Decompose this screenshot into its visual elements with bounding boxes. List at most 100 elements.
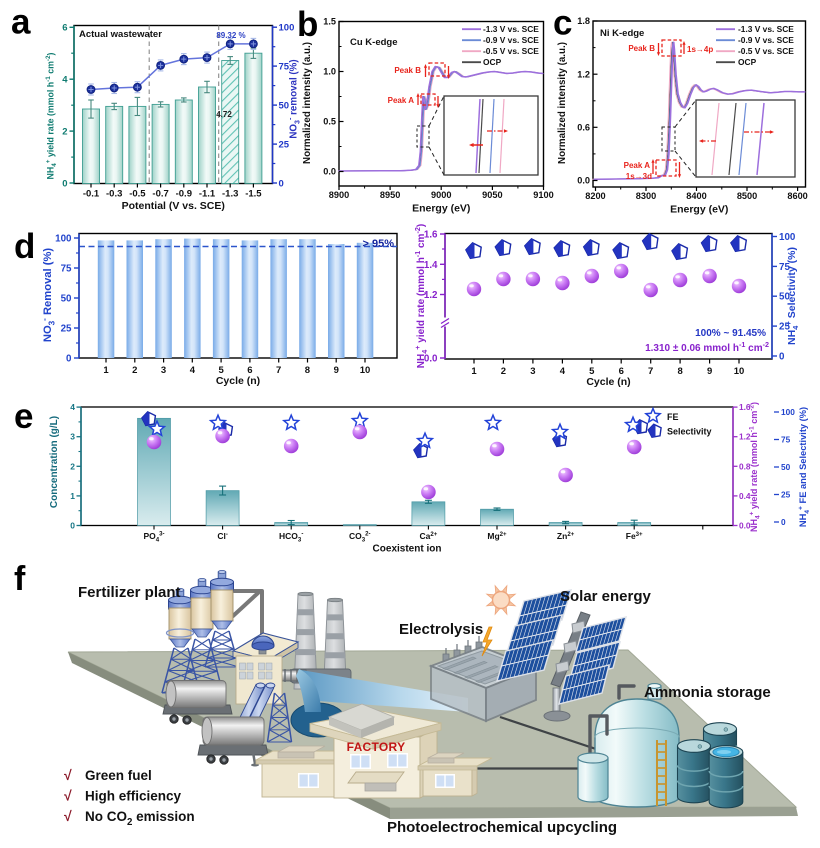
svg-text:-1.3 V vs. SCE: -1.3 V vs. SCE (738, 24, 794, 34)
svg-text:Fe3+: Fe3+ (626, 531, 643, 541)
svg-text:25: 25 (279, 139, 290, 150)
svg-text:1.2: 1.2 (739, 432, 751, 442)
svg-text:8200: 8200 (585, 191, 605, 201)
svg-text:4.72: 4.72 (216, 110, 232, 119)
svg-text:2: 2 (70, 461, 75, 471)
svg-text:0: 0 (70, 521, 75, 531)
svg-text:-0.9 V vs. SCE: -0.9 V vs. SCE (483, 35, 539, 45)
svg-text:Coexistent ion: Coexistent ion (373, 544, 442, 555)
svg-text:50: 50 (781, 462, 791, 472)
svg-text:9000: 9000 (431, 190, 451, 200)
svg-text:4: 4 (190, 365, 196, 376)
svg-text:√: √ (64, 808, 72, 824)
svg-text:9: 9 (334, 365, 339, 376)
svg-text:100: 100 (55, 234, 72, 245)
svg-text:1.2: 1.2 (424, 290, 438, 301)
svg-text:10: 10 (360, 365, 371, 376)
svg-text:Photoelectrochemical upcycling: Photoelectrochemical upcycling (387, 819, 617, 836)
svg-text:Zn2+: Zn2+ (557, 531, 575, 541)
svg-text:8950: 8950 (380, 190, 400, 200)
svg-text:Selectivity: Selectivity (667, 427, 712, 437)
svg-text:OCP: OCP (483, 57, 502, 67)
svg-text:1.6: 1.6 (424, 230, 438, 241)
svg-text:Cycle (n): Cycle (n) (586, 376, 630, 388)
svg-text:-0.1: -0.1 (83, 189, 100, 200)
svg-text:-0.5 V vs. SCE: -0.5 V vs. SCE (738, 46, 794, 56)
svg-text:-1.3: -1.3 (222, 189, 238, 200)
svg-text:NH4+ Selectivity (%): NH4+ Selectivity (%) (784, 247, 800, 345)
svg-text:1.8: 1.8 (577, 16, 590, 26)
svg-text:100: 100 (279, 23, 295, 34)
svg-text:f: f (14, 560, 26, 598)
svg-text:0.0: 0.0 (424, 354, 438, 365)
svg-text:-0.5: -0.5 (129, 189, 146, 200)
svg-text:1.2: 1.2 (577, 69, 590, 79)
svg-text:1.5: 1.5 (323, 17, 336, 27)
svg-text:0.0: 0.0 (577, 176, 590, 186)
svg-text:89.32 %: 89.32 % (216, 31, 245, 40)
svg-text:5: 5 (218, 365, 224, 376)
svg-text:-1.1: -1.1 (199, 189, 216, 200)
svg-text:-0.9 V vs. SCE: -0.9 V vs. SCE (738, 35, 794, 45)
svg-text:100% ~ 91.45%: 100% ~ 91.45% (695, 328, 766, 339)
svg-text:1: 1 (103, 365, 109, 376)
svg-text:75: 75 (61, 264, 72, 275)
svg-text:d: d (14, 227, 35, 266)
svg-text:5: 5 (589, 366, 595, 377)
svg-text:0.0: 0.0 (323, 167, 336, 177)
svg-text:2: 2 (501, 366, 506, 377)
svg-text:NH4+ yield rate (mmol h-1 cm-2: NH4+ yield rate (mmol h-1 cm-2) (45, 52, 58, 179)
svg-text:0: 0 (66, 354, 72, 365)
svg-text:0.8: 0.8 (739, 461, 751, 471)
svg-text:1.4: 1.4 (424, 260, 438, 271)
svg-text:FE: FE (667, 412, 679, 422)
svg-text:Mg2+: Mg2+ (487, 531, 507, 541)
svg-text:> 95%: > 95% (363, 238, 395, 250)
svg-text:NH4+ yield rate (mmol h-1 cm-2: NH4+ yield rate (mmol h-1 cm-2) (413, 224, 429, 368)
svg-text:8600: 8600 (787, 191, 807, 201)
svg-text:b: b (297, 5, 318, 44)
svg-text:Peak A: Peak A (388, 96, 415, 105)
svg-text:c: c (553, 4, 572, 43)
svg-text:1.0: 1.0 (323, 67, 336, 77)
svg-text:0: 0 (781, 517, 786, 527)
svg-text:Potential (V vs. SCE): Potential (V vs. SCE) (122, 200, 225, 212)
svg-text:4: 4 (62, 75, 68, 86)
svg-text:1.6: 1.6 (739, 402, 751, 412)
svg-text:-1.5: -1.5 (245, 189, 262, 200)
svg-text:1.310 ± 0.06 mmol h-1 cm-2: 1.310 ± 0.06 mmol h-1 cm-2 (645, 340, 769, 354)
svg-text:25: 25 (61, 324, 72, 335)
svg-text:75: 75 (781, 435, 791, 445)
svg-text:0: 0 (779, 352, 785, 363)
svg-text:100: 100 (781, 407, 795, 417)
svg-text:25: 25 (781, 490, 791, 500)
svg-text:Green fuel: Green fuel (85, 768, 152, 783)
svg-text:8300: 8300 (636, 191, 656, 201)
svg-text:0.0: 0.0 (739, 521, 751, 531)
svg-text:7: 7 (276, 365, 281, 376)
svg-text:1: 1 (70, 491, 75, 501)
svg-text:PO43-: PO43- (143, 531, 164, 544)
svg-text:Peak B: Peak B (394, 66, 421, 75)
svg-text:No CO2 emission: No CO2 emission (85, 809, 195, 828)
svg-text:OCP: OCP (738, 57, 757, 67)
svg-text:Cl-: Cl- (217, 531, 228, 541)
svg-text:75: 75 (279, 62, 290, 73)
svg-text:8500: 8500 (737, 191, 757, 201)
svg-text:NO3- removal (%): NO3- removal (%) (287, 59, 302, 138)
svg-text:50: 50 (779, 292, 790, 303)
svg-text:1s→3d: 1s→3d (626, 172, 652, 181)
svg-text:Fertilizer plant: Fertilizer plant (78, 584, 181, 601)
svg-text:0: 0 (279, 178, 284, 189)
svg-text:Electrolysis: Electrolysis (399, 621, 483, 638)
svg-text:High efficiency: High efficiency (85, 789, 182, 804)
svg-text:25: 25 (779, 322, 790, 333)
svg-text:Solar energy: Solar energy (560, 588, 652, 605)
svg-text:Cu K-edge: Cu K-edge (350, 37, 398, 48)
svg-text:√: √ (64, 767, 72, 783)
svg-text:√: √ (64, 788, 72, 804)
svg-text:8: 8 (678, 366, 683, 377)
svg-text:0.4: 0.4 (739, 491, 751, 501)
svg-text:50: 50 (61, 294, 72, 305)
svg-text:3: 3 (161, 365, 166, 376)
